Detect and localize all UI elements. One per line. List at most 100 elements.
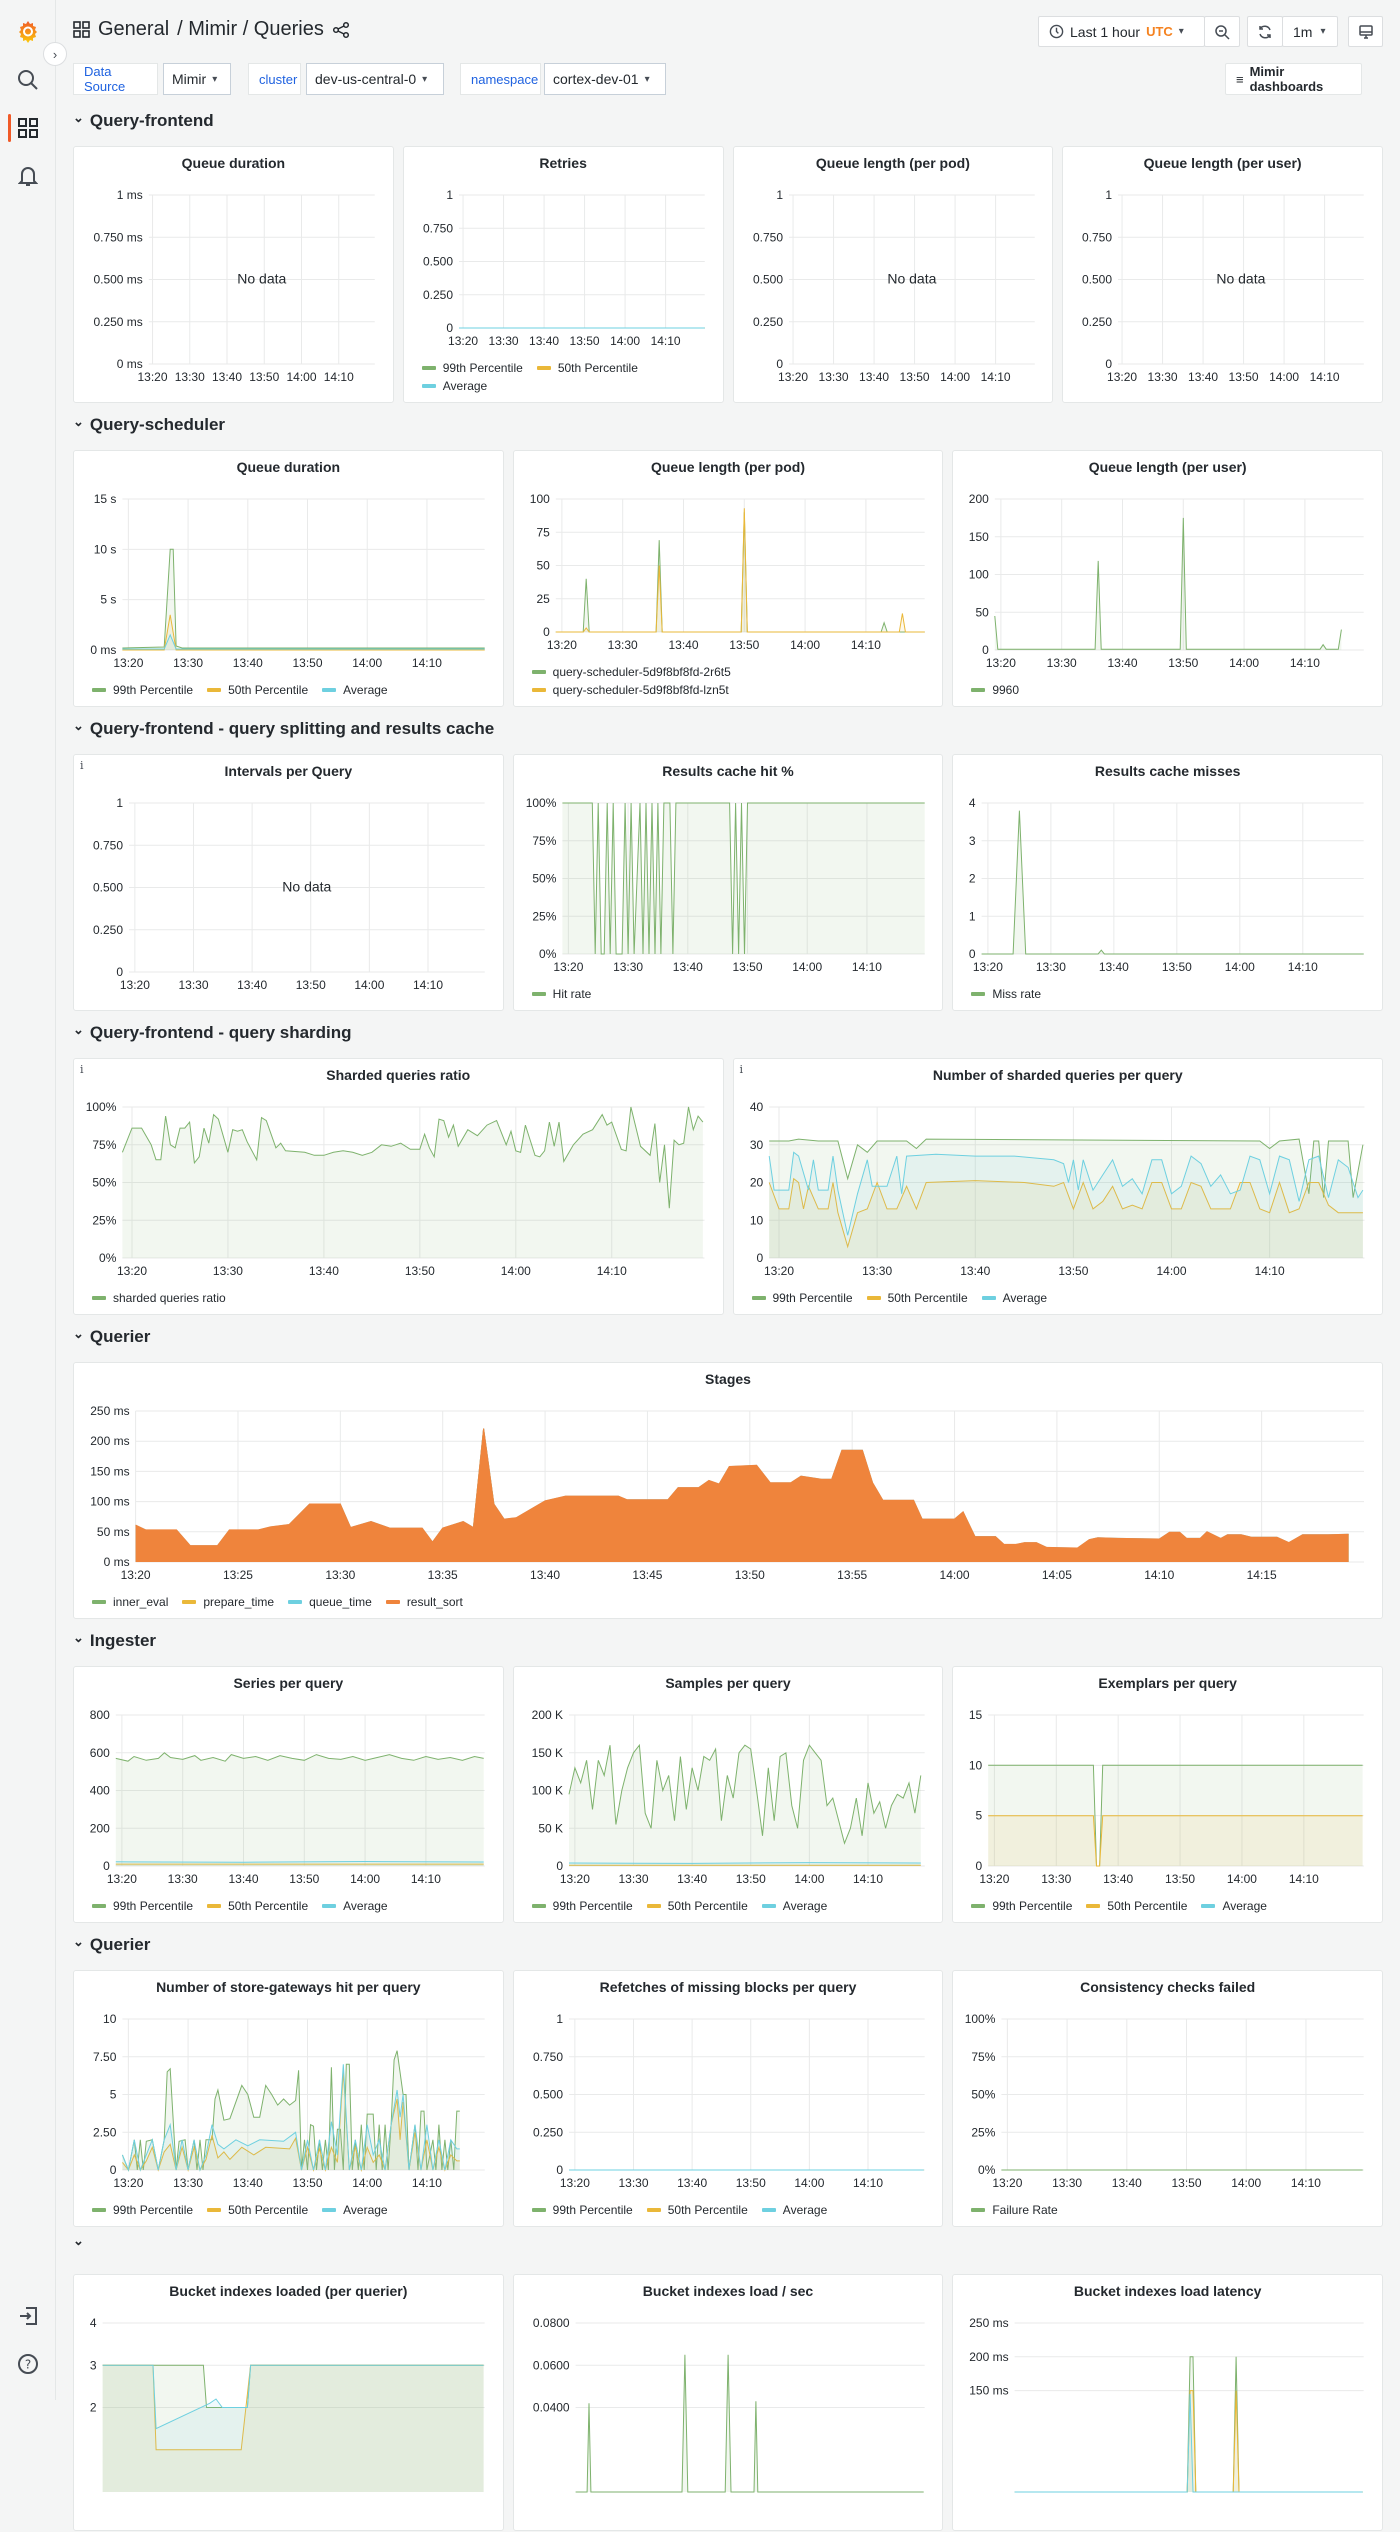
info-icon[interactable]: i bbox=[80, 759, 84, 772]
variable-select-datasource[interactable]: Mimir ▾ bbox=[163, 63, 231, 95]
legend-item[interactable]: 50th Percentile bbox=[207, 683, 308, 697]
row-header[interactable]: ⌄ Querier bbox=[73, 1326, 150, 1347]
legend-item[interactable]: Average bbox=[421, 379, 487, 393]
legend-item[interactable]: Failure Rate bbox=[971, 2203, 1058, 2217]
graph[interactable]: 0% 25% 50% 75% 100% 13:20 13:30 13:40 13:50 14:00… bbox=[514, 755, 945, 1012]
legend-item[interactable]: query-scheduler-5d9f8bf8fd-lzn5t bbox=[531, 683, 729, 697]
panel-title[interactable]: Queue duration bbox=[181, 155, 286, 171]
variable-select-cluster[interactable]: dev-us-central-0 ▾ bbox=[306, 63, 444, 95]
legend-item[interactable]: Miss rate bbox=[971, 987, 1041, 1001]
row-header[interactable]: ⌄ bbox=[73, 2233, 90, 2249]
graph[interactable]: 0 50 K 100 K 150 K 200 K 13:20 13:30 13:40 13:50… bbox=[514, 1667, 945, 1924]
search-icon[interactable] bbox=[14, 66, 42, 94]
legend-item[interactable]: 50th Percentile bbox=[207, 1899, 308, 1913]
dashboards-icon[interactable] bbox=[14, 114, 42, 142]
legend-item[interactable]: 99th Percentile bbox=[531, 1899, 633, 1913]
panel-title[interactable]: Bucket indexes loaded (per querier) bbox=[169, 2283, 408, 2299]
graph[interactable]: 0 ms 50 ms 100 ms 150 ms 200 ms 250 ms 13:20 13… bbox=[74, 1363, 1384, 1620]
legend-item[interactable]: 99th Percentile bbox=[92, 2203, 193, 2217]
graph[interactable]: 0% 25% 50% 75% 100% 13:20 13:30 13:40 13:50 14:00… bbox=[953, 1971, 1384, 2228]
panel-title[interactable]: Sharded queries ratio bbox=[326, 1067, 471, 1083]
panel-title[interactable]: Results cache misses bbox=[1094, 763, 1241, 779]
legend-item[interactable]: 99th Percentile bbox=[421, 361, 523, 375]
row-header[interactable]: ⌄ Querier bbox=[73, 1934, 150, 1955]
panel-title[interactable]: Number of sharded queries per query bbox=[932, 1067, 1183, 1083]
legend-item[interactable]: 99th Percentile bbox=[531, 2203, 633, 2217]
tv-mode-button[interactable] bbox=[1348, 16, 1383, 47]
share-icon[interactable] bbox=[332, 21, 350, 39]
legend-item[interactable]: 50th Percentile bbox=[646, 1899, 748, 1913]
panel-title[interactable]: Refetches of missing blocks per query bbox=[599, 1979, 857, 1995]
graph[interactable]: 0 0.250 0.500 0.750 1 13:20 13:30 13:40 13:50 14:… bbox=[1063, 147, 1384, 404]
legend-item[interactable]: Average bbox=[322, 683, 388, 697]
legend-item[interactable]: Average bbox=[1201, 1899, 1267, 1913]
graph[interactable]: 2 3 4 bbox=[74, 2275, 505, 2532]
legend-item[interactable]: 50th Percentile bbox=[207, 2203, 308, 2217]
panel-title[interactable]: Bucket indexes load latency bbox=[1073, 2283, 1262, 2299]
legend-item[interactable]: query-scheduler-5d9f8bf8fd-2r6t5 bbox=[531, 665, 731, 679]
row-header[interactable]: ⌄ Query-scheduler bbox=[73, 414, 225, 435]
legend-item[interactable]: 50th Percentile bbox=[866, 1291, 968, 1305]
graph[interactable]: 0 200 400 600 800 13:20 13:30 13:40 13:50 14:00 14… bbox=[74, 1667, 505, 1924]
graph[interactable]: 0 5 10 15 13:20 13:30 13:40 13:50 14:00 14:10 bbox=[953, 1667, 1384, 1924]
graph[interactable]: 0 ms 5 s 10 s 15 s 13:20 13:30 13:40 13:50 14:00… bbox=[74, 451, 505, 708]
panel-title[interactable]: Queue length (per user) bbox=[1088, 459, 1247, 475]
graph[interactable]: 0 ms 0.250 ms 0.500 ms 0.750 ms 1 ms 13:20 13:… bbox=[74, 147, 395, 404]
expand-menu-button[interactable]: › bbox=[43, 42, 67, 66]
legend-item[interactable]: 50th Percentile bbox=[646, 2203, 748, 2217]
graph[interactable]: 0.0400 0.0600 0.0800 bbox=[514, 2275, 945, 2532]
time-picker[interactable]: Last 1 hour UTC ▾ bbox=[1038, 16, 1205, 47]
refresh-button[interactable] bbox=[1247, 16, 1283, 47]
legend-item[interactable]: prepare_time bbox=[182, 1595, 274, 1609]
graph[interactable]: 0 50 100 150 200 13:20 13:30 13:40 13:50 14:00 14:… bbox=[953, 451, 1384, 708]
zoom-out-button[interactable] bbox=[1204, 16, 1240, 47]
panel-title[interactable]: Consistency checks failed bbox=[1080, 1979, 1256, 1995]
graph[interactable]: 0 10 20 30 40 13:20 13:30 13:40 13:50 14:00 14:10 bbox=[734, 1059, 1385, 1316]
legend-item[interactable]: inner_eval bbox=[92, 1595, 168, 1609]
legend-item[interactable]: 50th Percentile bbox=[1086, 1899, 1187, 1913]
panel-title[interactable]: Results cache hit % bbox=[662, 763, 794, 779]
graph[interactable]: 0 1 2 3 4 13:20 13:30 13:40 13:50 14:00 14:10 bbox=[953, 755, 1384, 1012]
legend-item[interactable]: 99th Percentile bbox=[92, 683, 193, 697]
legend-item[interactable]: 9960 bbox=[971, 683, 1019, 697]
graph[interactable]: 0 25 50 75 100 13:20 13:30 13:40 13:50 14:00 14:10 bbox=[514, 451, 945, 708]
legend-item[interactable]: 50th Percentile bbox=[536, 361, 638, 375]
help-icon[interactable]: ? bbox=[14, 2350, 42, 2378]
legend-item[interactable]: Average bbox=[761, 2203, 827, 2217]
panel-title[interactable]: Bucket indexes load / sec bbox=[642, 2283, 814, 2299]
refresh-interval-picker[interactable]: 1m ▾ bbox=[1282, 16, 1338, 47]
legend-item[interactable]: 99th Percentile bbox=[92, 1899, 193, 1913]
panel-title[interactable]: Number of store-gateways hit per query bbox=[156, 1979, 421, 1995]
legend-item[interactable]: Average bbox=[981, 1291, 1047, 1305]
panel-title[interactable]: Queue length (per pod) bbox=[650, 459, 805, 475]
panel-title[interactable]: Queue length (per user) bbox=[1143, 155, 1302, 171]
graph[interactable]: 150 ms 200 ms 250 ms bbox=[953, 2275, 1384, 2532]
row-header[interactable]: ⌄ Query-frontend bbox=[73, 110, 214, 131]
graph[interactable]: 0 0.250 0.500 0.750 1 13:20 13:30 13:40 13:50 14:… bbox=[734, 147, 1055, 404]
panel-title[interactable]: Stages bbox=[705, 1371, 751, 1387]
legend-item[interactable]: 99th Percentile bbox=[751, 1291, 853, 1305]
row-header[interactable]: ⌄ Ingester bbox=[73, 1630, 156, 1651]
panel-title[interactable]: Exemplars per query bbox=[1098, 1675, 1237, 1691]
row-header[interactable]: ⌄ Query-frontend - query sharding bbox=[73, 1022, 352, 1043]
legend-item[interactable]: queue_time bbox=[288, 1595, 372, 1609]
panel-title[interactable]: Intervals per Query bbox=[224, 763, 353, 779]
sign-in-icon[interactable] bbox=[14, 2302, 42, 2330]
info-icon[interactable]: i bbox=[739, 1063, 744, 1076]
panel-title[interactable]: Series per query bbox=[233, 1675, 344, 1691]
breadcrumb-folder[interactable]: General bbox=[98, 18, 170, 40]
graph[interactable]: 0% 25% 50% 75% 100% 13:20 13:30 13:40 13:50 14:00… bbox=[74, 1059, 725, 1316]
grafana-logo-icon[interactable] bbox=[14, 17, 42, 45]
panel-title[interactable]: Retries bbox=[539, 155, 587, 171]
graph[interactable]: 0 0.250 0.500 0.750 1 13:20 13:30 13:40 13:50 14:… bbox=[404, 147, 725, 404]
panel-title[interactable]: Queue length (per pod) bbox=[815, 155, 970, 171]
mimir-dashboards-button[interactable]: ≡ Mimir dashboards bbox=[1225, 63, 1362, 95]
graph[interactable]: 0 0.250 0.500 0.750 1 13:20 13:30 13:40 13:50 14:… bbox=[514, 1971, 945, 2228]
variable-select-namespace[interactable]: cortex-dev-01 ▾ bbox=[544, 63, 666, 95]
graph[interactable]: 0 0.250 0.500 0.750 1 13:20 13:30 13:40 13:50 14:… bbox=[74, 755, 505, 1012]
legend-item[interactable]: Average bbox=[322, 2203, 388, 2217]
row-header[interactable]: ⌄ Query-frontend - query splitting and re… bbox=[73, 718, 494, 739]
panel-title[interactable]: Samples per query bbox=[665, 1675, 791, 1691]
legend-item[interactable]: Hit rate bbox=[531, 987, 591, 1001]
legend-item[interactable]: Average bbox=[322, 1899, 388, 1913]
